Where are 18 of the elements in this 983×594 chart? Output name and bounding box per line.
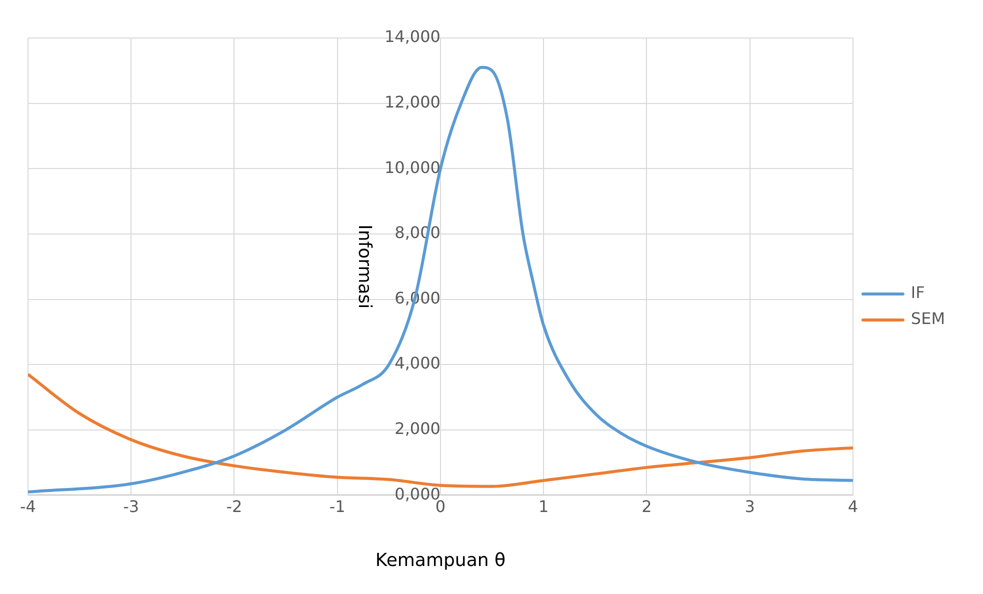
- y-tick-label: 12,000: [384, 92, 440, 112]
- y-tick-label: 2,000: [394, 419, 440, 438]
- legend-label: SEM: [910, 309, 946, 328]
- x-axis-title: Kemampuan θ: [375, 550, 506, 571]
- y-axis-title: Informasi: [354, 224, 376, 309]
- x-tick-label: 3: [744, 496, 755, 516]
- x-tick-label: 4: [848, 496, 858, 516]
- legend-label: IF: [910, 283, 925, 302]
- line-series: [28, 372, 853, 488]
- x-tick-label: -2: [226, 496, 242, 516]
- x-tick-label: -1: [329, 496, 346, 516]
- x-tick-label: 2: [642, 496, 652, 516]
- x-tick-label: 1: [538, 496, 549, 516]
- y-tick-label: 4,000: [394, 354, 440, 373]
- y-tick-label: 10,000: [384, 158, 440, 177]
- y-tick-label: 14,000: [384, 27, 440, 46]
- x-tick-label: -4: [20, 496, 36, 516]
- x-tick-label: -3: [123, 496, 140, 516]
